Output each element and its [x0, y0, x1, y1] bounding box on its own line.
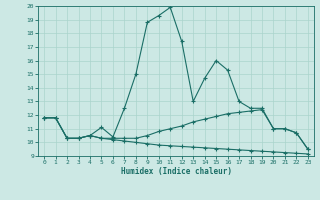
X-axis label: Humidex (Indice chaleur): Humidex (Indice chaleur) — [121, 167, 231, 176]
